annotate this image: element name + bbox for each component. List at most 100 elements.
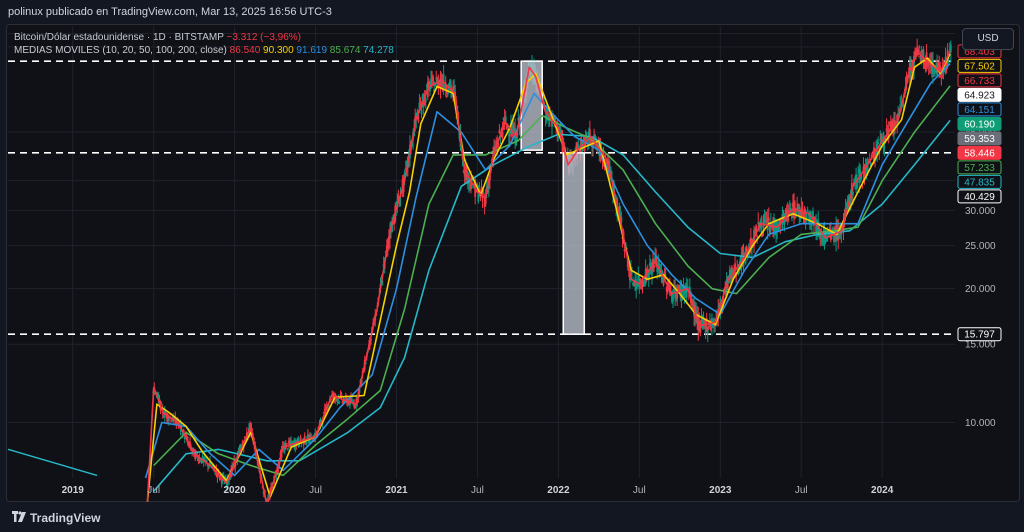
- candle: [308, 438, 310, 444]
- x-tick-label: 2024: [871, 485, 894, 496]
- candle: [391, 223, 393, 233]
- candle: [803, 207, 806, 215]
- price-tag: 59.353: [957, 131, 1002, 146]
- candle: [167, 414, 169, 421]
- candle: [685, 286, 688, 298]
- candle: [650, 262, 652, 269]
- candle: [662, 279, 665, 286]
- x-tick-label: Jul: [795, 485, 808, 496]
- candle: [918, 46, 921, 48]
- candle: [883, 146, 886, 148]
- series-line-ma200: [153, 119, 951, 492]
- candle: [652, 258, 654, 265]
- symbol-label: Bitcoin/Dólar estadounidense · 1D · BITS…: [14, 32, 224, 43]
- candle: [310, 433, 312, 435]
- candle: [806, 209, 809, 211]
- candle: [769, 222, 772, 225]
- candle: [844, 207, 847, 216]
- candle: [768, 226, 771, 233]
- candle: [620, 217, 623, 223]
- candle: [290, 440, 292, 445]
- candle: [550, 116, 552, 118]
- candle: [221, 475, 224, 480]
- candle: [777, 227, 780, 231]
- candle: [688, 287, 691, 294]
- candle: [869, 163, 872, 167]
- candle: [220, 479, 223, 483]
- x-tick-label: Jul: [633, 485, 646, 496]
- price-tag-box: [957, 189, 1002, 204]
- candle: [338, 401, 341, 403]
- footer: TradingView: [0, 502, 1024, 532]
- candle: [797, 204, 800, 214]
- tradingview-logo-icon: [12, 511, 26, 522]
- candle: [729, 270, 732, 276]
- candle: [584, 134, 587, 142]
- candle: [639, 278, 642, 282]
- candle: [856, 180, 859, 189]
- candle: [250, 422, 252, 428]
- candle: [445, 91, 448, 94]
- candle: [160, 403, 163, 405]
- candle: [350, 397, 352, 403]
- candle: [938, 62, 941, 70]
- candle: [678, 287, 681, 291]
- price-tag-box: [957, 131, 1002, 146]
- candle: [866, 164, 869, 171]
- candle: [855, 174, 857, 184]
- candle: [511, 128, 513, 137]
- candle: [638, 282, 641, 290]
- candle: [203, 456, 206, 462]
- y-tick-label: 25.000: [965, 241, 996, 252]
- candle: [465, 166, 468, 177]
- candles: [9, 38, 952, 532]
- candle: [405, 161, 408, 168]
- price-tag-label: 68.403: [964, 47, 995, 58]
- candle: [346, 401, 349, 405]
- candle: [671, 292, 673, 302]
- currency-button[interactable]: USD: [962, 28, 1014, 50]
- candle: [807, 213, 810, 216]
- candle: [706, 327, 709, 333]
- candle: [554, 115, 557, 124]
- candle: [709, 326, 712, 331]
- candle: [404, 168, 407, 170]
- candle: [306, 434, 309, 437]
- candle: [469, 181, 471, 183]
- series-line-ma20: [144, 53, 951, 522]
- candle: [642, 281, 645, 287]
- candle: [745, 246, 748, 252]
- candle: [809, 211, 812, 224]
- candle: [393, 221, 396, 225]
- candle: [425, 85, 428, 87]
- candle: [501, 131, 504, 138]
- candle: [424, 98, 427, 103]
- candle: [837, 228, 840, 241]
- candle: [298, 444, 301, 447]
- candle: [631, 271, 633, 273]
- candle: [288, 440, 290, 444]
- candle: [738, 264, 741, 270]
- candle: [272, 487, 275, 489]
- price-tag: 57.233: [957, 160, 1002, 175]
- price-tag-box: [957, 87, 1002, 102]
- candle: [580, 141, 583, 147]
- candle: [775, 221, 778, 236]
- ma50-value: 91.619: [296, 45, 328, 56]
- candle: [656, 267, 659, 273]
- x-tick-label: 2023: [709, 485, 732, 496]
- candle: [418, 102, 421, 109]
- candle: [583, 137, 586, 151]
- candle: [653, 265, 655, 268]
- candle: [433, 89, 436, 93]
- candle: [921, 50, 924, 52]
- candle: [582, 138, 585, 143]
- series-line-ma10: [144, 50, 951, 532]
- candle: [247, 435, 249, 437]
- candle: [919, 56, 922, 59]
- candle: [829, 228, 832, 241]
- candle: [452, 86, 454, 94]
- candle: [209, 461, 211, 466]
- candle: [902, 104, 905, 106]
